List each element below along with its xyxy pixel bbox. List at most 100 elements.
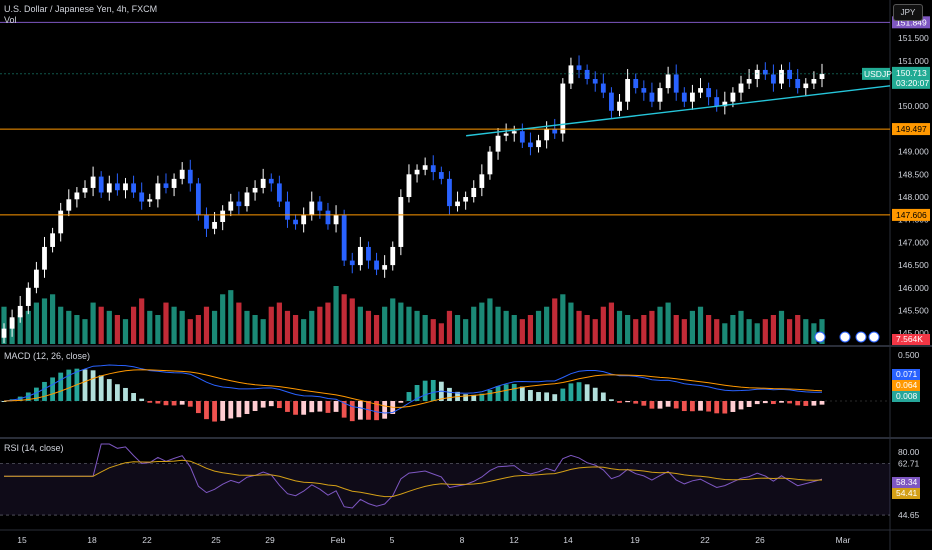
macd-histogram-bar [576,382,582,401]
signal-value-tag [892,380,920,391]
macd-histogram-bar [220,401,226,421]
macd-histogram-bar [495,386,501,401]
macd-histogram-bar [147,401,153,403]
macd-histogram-bar [706,401,712,412]
time-tick-label: 15 [17,535,27,545]
volume-bar [576,310,582,344]
volume-bar [398,302,404,344]
candle [309,201,315,216]
rsi-upper-band-label: 62.71 [898,458,920,468]
macd-histogram-bar [374,401,379,421]
volume-bar [503,310,509,344]
price-level-value: 151.849 [896,17,927,27]
signal-value-tag-text: 0.064 [896,380,918,390]
volume-bar [147,310,153,344]
candle [212,221,217,229]
macd-histogram-bar [600,392,606,401]
macd-histogram-bar [722,401,728,414]
candle [139,192,145,202]
candle [592,79,598,84]
symbol-tag [862,67,890,80]
candle [187,169,193,184]
volume-bar [187,319,193,344]
candle [131,183,136,193]
volume-bar [211,310,218,344]
volume-bar [25,310,31,344]
volume-bar [260,319,266,344]
candle [74,192,80,200]
macd-histogram-bar [625,401,631,403]
candle [706,88,712,98]
volume-bar [406,306,412,344]
volume-bar [560,294,566,344]
histogram-value-tag-text: 0.008 [896,391,918,401]
macd-histogram-bar [114,384,120,401]
macd-histogram-bar [90,370,96,401]
macd-histogram-bar [195,401,201,414]
rsi-label: RSI (14, close) [4,443,64,453]
volume-bar [795,315,801,344]
candle [390,246,396,266]
candle [147,199,153,202]
volume-bar [697,306,704,344]
volume-bar [778,310,785,344]
currency-unit-button[interactable]: JPY [893,4,923,21]
candle [722,101,728,107]
volume-bar [98,306,104,344]
volume-bar [454,315,461,344]
macd-histogram-bar [155,401,161,404]
volume-bar [268,306,274,344]
macd-histogram-bar [746,401,752,407]
candle [106,183,112,193]
volume-bar [236,302,242,344]
volume-bar [301,319,307,344]
candle [681,92,687,102]
candle [665,74,671,89]
volume-bar [608,302,615,344]
candle [584,69,590,80]
macd-histogram-bar [641,401,647,406]
macd-histogram-bar [754,401,760,405]
price-tick-label: 150.000 [898,101,929,111]
candle [268,178,274,184]
volume-bar [414,310,420,344]
volume-bar [74,315,80,344]
macd-histogram-bar [414,385,420,401]
candle [204,215,209,229]
candle [422,165,428,170]
macd-histogram-bar [779,401,784,403]
macd-histogram-bar [528,390,533,401]
volume-bar [122,319,129,344]
macd-histogram-bar [762,401,768,404]
candle [779,69,784,84]
candle [276,183,282,202]
candle [455,201,460,207]
candle [406,174,412,198]
volume-bar [463,319,469,344]
candle [617,101,622,111]
macd-histogram-bar [803,401,809,406]
candle [98,176,104,193]
volume-bar [657,306,663,344]
macd-histogram-bar [301,401,307,415]
price-tick-label: 145.500 [898,305,929,315]
macd-histogram-bar [106,379,112,401]
macd-histogram-bar [398,401,404,403]
volume-bar [284,310,291,344]
price-tick-label: 148.500 [898,169,929,179]
candle [58,210,64,234]
candle [503,133,509,136]
candle [195,183,201,216]
time-tick-label: 19 [630,535,640,545]
candle [155,183,161,200]
volume-bar [90,302,96,344]
macd-label: MACD (12, 26, close) [4,351,90,361]
macd-histogram-bar [179,401,185,405]
volume-bar [357,306,363,344]
volume-bar [519,319,525,344]
macd-histogram-bar [430,379,436,401]
volume-bar [706,315,712,344]
economic-event-icon [814,331,826,343]
candle [690,92,695,102]
